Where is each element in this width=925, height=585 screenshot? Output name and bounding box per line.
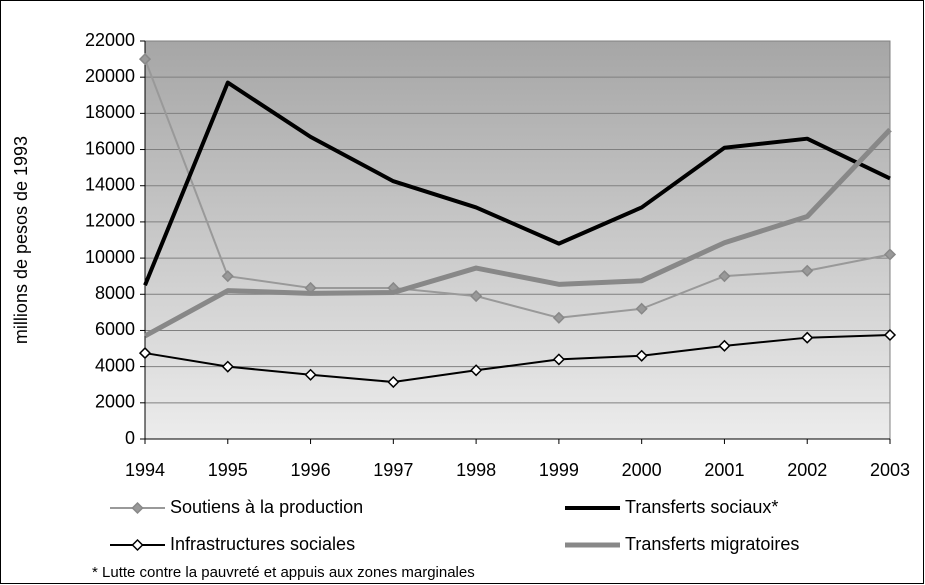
data-point (221, 360, 234, 373)
legend-marker (131, 538, 144, 552)
data-point (304, 368, 317, 381)
plot-area (144, 40, 891, 440)
legend-marker (131, 501, 144, 515)
y-tick-label: 2000 (95, 392, 135, 412)
data-point (138, 53, 152, 66)
data-point (801, 331, 814, 344)
x-tick-label: 1998 (456, 460, 496, 480)
data-point (883, 328, 897, 342)
series-line (144, 333, 891, 384)
data-point (470, 364, 483, 377)
series-line (143, 80, 891, 286)
x-tick-label: 2003 (870, 460, 910, 480)
y-axis-label: millions de pesos de 1993 (11, 136, 31, 344)
footnote: * Lutte contre la pauvreté et appuis aux… (92, 564, 475, 581)
data-point (635, 302, 648, 315)
y-tick-label: 6000 (95, 319, 135, 339)
legend-label: Infrastructures sociales (170, 534, 355, 554)
y-tick-label: 18000 (85, 102, 135, 122)
x-tick-label: 2001 (704, 460, 744, 480)
y-tick-label: 12000 (85, 211, 135, 231)
x-tick-label: 1997 (373, 460, 413, 480)
legend-label: Transferts sociaux* (625, 497, 778, 517)
y-tick-label: 22000 (85, 30, 135, 50)
y-tick-label: 10000 (85, 247, 135, 267)
y-tick-label: 20000 (85, 66, 135, 86)
data-point (552, 353, 565, 366)
series-line (144, 58, 891, 319)
legend-label: Soutiens à la production (170, 497, 363, 517)
legend-label: Transferts migratoires (625, 534, 799, 554)
x-tick-label: 2000 (622, 460, 662, 480)
data-point (883, 248, 897, 261)
series-line (143, 127, 892, 339)
data-point (470, 290, 483, 303)
data-point (718, 270, 731, 283)
data-point (138, 347, 152, 360)
data-point (552, 311, 565, 324)
data-point (801, 264, 814, 277)
x-tick-label: 1994 (125, 460, 165, 480)
y-tick-label: 4000 (95, 355, 135, 375)
y-tick-label: 16000 (85, 138, 135, 158)
data-point (221, 270, 234, 283)
y-tick-label: 14000 (85, 174, 135, 194)
x-tick-label: 1999 (539, 460, 579, 480)
data-point (718, 339, 731, 352)
data-point (387, 375, 400, 389)
x-tick-label: 1995 (208, 460, 248, 480)
x-tick-label: 1996 (291, 460, 331, 480)
y-tick-label: 8000 (95, 283, 135, 303)
x-tick-label: 2002 (787, 460, 827, 480)
y-tick-label: 0 (125, 428, 135, 448)
data-point (635, 349, 648, 362)
